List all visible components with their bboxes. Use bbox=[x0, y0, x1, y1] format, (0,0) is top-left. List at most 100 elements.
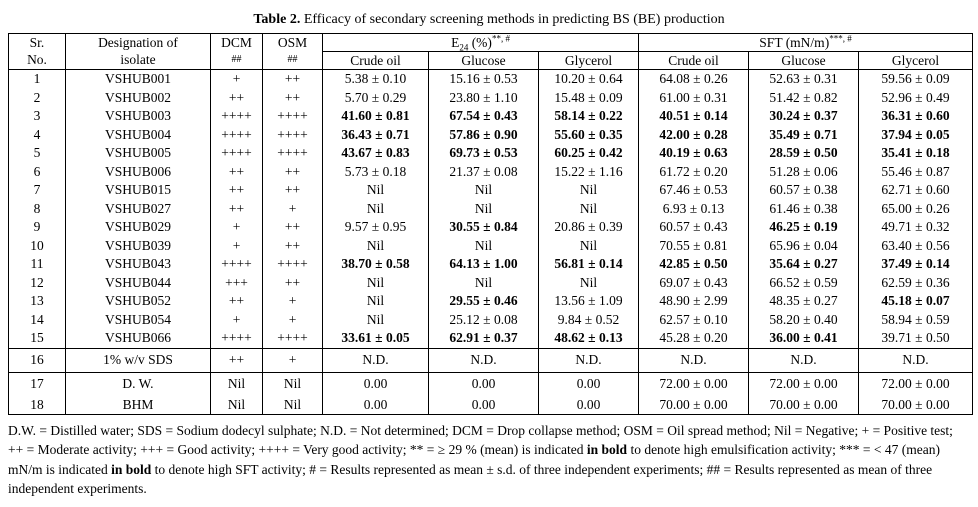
table-cell: ++ bbox=[262, 218, 323, 237]
table-cell: ++ bbox=[262, 162, 323, 181]
table-cell: 8 bbox=[8, 199, 66, 218]
table-cell: 14 bbox=[8, 310, 66, 329]
header-text: E bbox=[451, 34, 460, 50]
table-cell: 62.71 ± 0.60 bbox=[858, 181, 973, 200]
table-cell: 7 bbox=[8, 181, 66, 200]
header-cell: OSM bbox=[262, 33, 323, 52]
table-cell: 1 bbox=[8, 69, 66, 89]
table-cell: 29.55 ± 0.46 bbox=[428, 292, 539, 311]
table-cell: VSHUB005 bbox=[65, 144, 211, 163]
table-cell: Nil bbox=[538, 273, 639, 292]
table-cell: Nil bbox=[262, 371, 323, 396]
table-row: 7 VSHUB015 ++ ++ Nil Nil Nil 67.46 ± 0.53 60.57 … bbox=[8, 181, 973, 200]
header-cell: Crude oil bbox=[638, 51, 749, 70]
table-cell: ++ bbox=[210, 88, 263, 107]
table-cell: 15.16 ± 0.53 bbox=[428, 69, 539, 89]
table-cell: 60.57 ± 0.43 bbox=[638, 218, 749, 237]
table-cell: 18 bbox=[8, 395, 66, 415]
table-cell: ++ bbox=[210, 162, 263, 181]
table-cell: +++ bbox=[210, 273, 263, 292]
table-cell: 5.70 ± 0.29 bbox=[322, 88, 429, 107]
table-cell: 35.49 ± 0.71 bbox=[748, 125, 859, 144]
table-row: 13 VSHUB052 ++ + Nil 29.55 ± 0.46 13.56 ± 1.09… bbox=[8, 292, 973, 311]
header-sup: ***, # bbox=[829, 33, 852, 43]
table-cell: 65.96 ± 0.04 bbox=[748, 236, 859, 255]
table-cell: ++++ bbox=[262, 329, 323, 348]
table-cell: Nil bbox=[428, 181, 539, 200]
table-cell: ++++ bbox=[262, 255, 323, 274]
table-row: 1 VSHUB001 + ++ 5.38 ± 0.10 15.16 ± 0.53 10.20… bbox=[8, 69, 973, 89]
table-cell: 21.37 ± 0.08 bbox=[428, 162, 539, 181]
table-cell: 55.60 ± 0.35 bbox=[538, 125, 639, 144]
table-row: 5 VSHUB005 ++++ ++++ 43.67 ± 0.83 69.73 ± 0.5… bbox=[8, 144, 973, 163]
table-cell: 13.56 ± 1.09 bbox=[538, 292, 639, 311]
table-cell: 43.67 ± 0.83 bbox=[322, 144, 429, 163]
table-cell: 23.80 ± 1.10 bbox=[428, 88, 539, 107]
table-cell: 58.94 ± 0.59 bbox=[858, 310, 973, 329]
table-title: Table 2. Efficacy of secondary screening… bbox=[0, 12, 978, 28]
footnote-text: in bold bbox=[586, 442, 628, 458]
table-cell: 2 bbox=[8, 88, 66, 107]
table-cell: D. W. bbox=[65, 371, 211, 396]
table-cell: VSHUB054 bbox=[65, 310, 211, 329]
table-cell: Nil bbox=[428, 199, 539, 218]
table-cell: 10 bbox=[8, 236, 66, 255]
table-cell: VSHUB015 bbox=[65, 181, 211, 200]
table-cell: VSHUB066 bbox=[65, 329, 211, 348]
header-cell: Glucose bbox=[428, 51, 539, 70]
table-cell: 28.59 ± 0.50 bbox=[748, 144, 859, 163]
table-cell: + bbox=[210, 69, 263, 89]
table-cell: 64.08 ± 0.26 bbox=[638, 69, 749, 89]
table-cell: 5.73 ± 0.18 bbox=[322, 162, 429, 181]
table-cell: 42.85 ± 0.50 bbox=[638, 255, 749, 274]
table-cell: 9 bbox=[8, 218, 66, 237]
table-row: 12 VSHUB044 +++ ++ Nil Nil Nil 69.07 ± 0.43 66.5… bbox=[8, 273, 973, 292]
table-row: 10 VSHUB039 + ++ Nil Nil Nil 70.55 ± 0.81 65.96 … bbox=[8, 236, 973, 255]
table-cell: VSHUB002 bbox=[65, 88, 211, 107]
header-group: SFT (mN/m)***, # bbox=[638, 33, 973, 52]
header-sub: 24 bbox=[459, 42, 469, 53]
table-cell: 40.19 ± 0.63 bbox=[638, 144, 749, 163]
table-row: 15 VSHUB066 ++++ ++++ 33.61 ± 0.05 62.91 ± 0.… bbox=[8, 329, 973, 348]
table-cell: + bbox=[262, 347, 323, 372]
table-cell: 61.72 ± 0.20 bbox=[638, 162, 749, 181]
table-cell: 38.70 ± 0.58 bbox=[322, 255, 429, 274]
table-cell: 62.57 ± 0.10 bbox=[638, 310, 749, 329]
table-row: 3 VSHUB003 ++++ ++++ 41.60 ± 0.81 67.54 ± 0.4… bbox=[8, 107, 973, 126]
table-cell: 69.73 ± 0.53 bbox=[428, 144, 539, 163]
table-cell: VSHUB052 bbox=[65, 292, 211, 311]
table-cell: 56.81 ± 0.14 bbox=[538, 255, 639, 274]
table-cell: VSHUB043 bbox=[65, 255, 211, 274]
table-cell: 30.55 ± 0.84 bbox=[428, 218, 539, 237]
table-cell: 15 bbox=[8, 329, 66, 348]
table-cell: 30.24 ± 0.37 bbox=[748, 107, 859, 126]
header-cell: ## bbox=[210, 51, 263, 70]
header-cell: Glucose bbox=[748, 51, 859, 70]
table-cell: 35.64 ± 0.27 bbox=[748, 255, 859, 274]
table-cell: ++++ bbox=[210, 144, 263, 163]
table-cell: Nil bbox=[210, 395, 263, 415]
table-cell: ++++ bbox=[262, 125, 323, 144]
table-cell: VSHUB029 bbox=[65, 218, 211, 237]
table-cell: 9.84 ± 0.52 bbox=[538, 310, 639, 329]
table-cell: VSHUB039 bbox=[65, 236, 211, 255]
table-cell: N.D. bbox=[638, 347, 749, 372]
table-cell: + bbox=[262, 199, 323, 218]
table-cell: 67.54 ± 0.43 bbox=[428, 107, 539, 126]
table-cell: VSHUB004 bbox=[65, 125, 211, 144]
table-cell: Nil bbox=[322, 292, 429, 311]
table-cell: 39.71 ± 0.50 bbox=[858, 329, 973, 348]
table-row: 14 VSHUB054 + + Nil 25.12 ± 0.08 9.84 ± 0.52 62… bbox=[8, 310, 973, 329]
table-cell: ++ bbox=[262, 181, 323, 200]
table-cell: 48.35 ± 0.27 bbox=[748, 292, 859, 311]
table-cell: 1% w/v SDS bbox=[65, 347, 211, 372]
table-row: 9 VSHUB029 + ++ 9.57 ± 0.95 30.55 ± 0.84 20.86… bbox=[8, 218, 973, 237]
table-cell: 70.00 ± 0.00 bbox=[748, 395, 859, 415]
table-cell: 58.14 ± 0.22 bbox=[538, 107, 639, 126]
table-cell: 6 bbox=[8, 162, 66, 181]
table-cell: 45.28 ± 0.20 bbox=[638, 329, 749, 348]
table-cell: 70.00 ± 0.00 bbox=[858, 395, 973, 415]
table-cell: ++++ bbox=[210, 329, 263, 348]
table-cell: 4 bbox=[8, 125, 66, 144]
table-cell: 11 bbox=[8, 255, 66, 274]
